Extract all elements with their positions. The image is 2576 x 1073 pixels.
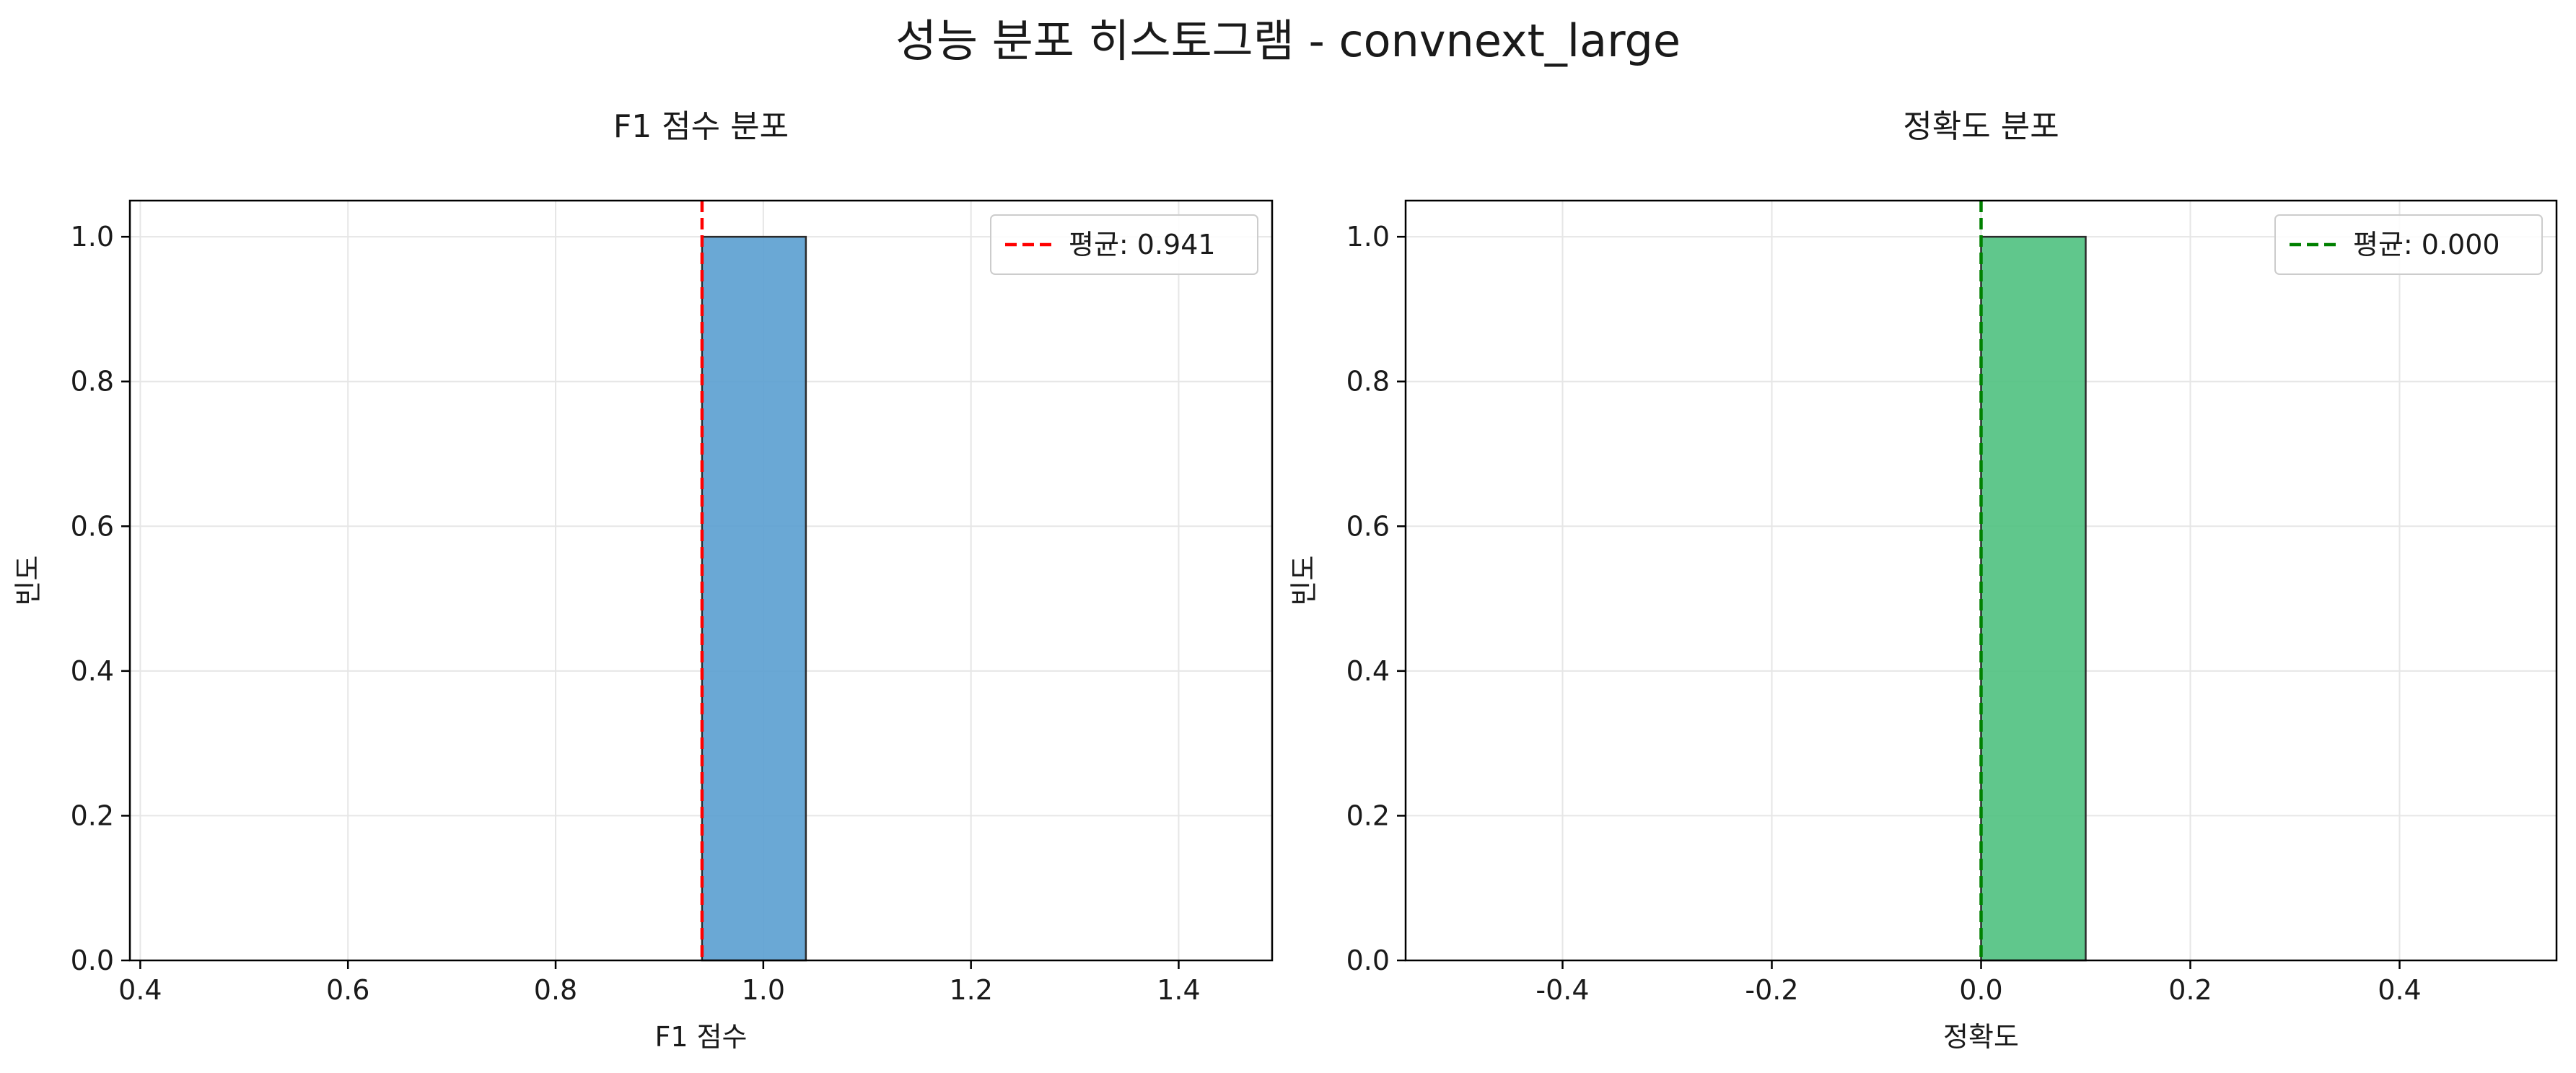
x-tick-label: 0.8 — [534, 974, 577, 1006]
x-tick-label: 0.4 — [118, 974, 162, 1006]
y-tick-label: 1.0 — [71, 221, 114, 253]
x-axis-label: 정확도 — [1943, 1021, 2019, 1053]
y-tick-label: 1.0 — [1346, 221, 1390, 253]
histogram-bar — [1980, 235, 2087, 962]
axes-frame — [128, 199, 1274, 962]
panel-title: 정확도 분포 — [1903, 108, 2059, 145]
x-tick-label: 1.2 — [949, 974, 992, 1006]
y-tick-label: 0.4 — [71, 655, 114, 687]
y-tick-label: 0.0 — [71, 945, 114, 976]
figure-suptitle: 성능 분포 히스토그램 - convnext_large — [895, 14, 1681, 67]
y-tick-label: 0.6 — [71, 510, 114, 542]
legend-box — [2274, 214, 2543, 275]
legend-box — [990, 214, 1258, 275]
x-tick-label: -0.4 — [1535, 974, 1589, 1006]
y-tick-label: 0.8 — [71, 366, 114, 398]
x-axis-label: F1 점수 — [654, 1021, 747, 1053]
x-tick-label: 0.6 — [326, 974, 369, 1006]
accuracy-histogram-panel: -0.4 -0.2 0.0 0.2 0.4 0.0 0.2 0.4 0.6 0.8 1.0 정확도 분… — [1288, 108, 2558, 1053]
x-tick-label: 0.0 — [1959, 974, 2002, 1006]
histogram-bar — [701, 235, 807, 962]
f1-histogram-panel: 0.4 0.6 0.8 1.0 1.2 1.4 0.0 0.2 0.4 0.6 0.8 1.0 F1 점… — [12, 108, 1274, 1053]
y-tick-label: 0.0 — [1346, 945, 1390, 976]
y-tick-label: 0.2 — [1346, 800, 1390, 831]
legend-label: 평균: 0.941 — [1069, 229, 1216, 260]
y-tick-label: 0.2 — [71, 800, 114, 831]
x-tick-label: 1.4 — [1157, 974, 1200, 1006]
panel-title: F1 점수 분포 — [613, 108, 789, 145]
y-tick-label: 0.6 — [1346, 510, 1390, 542]
y-tick-label: 0.4 — [1346, 655, 1390, 687]
x-tick-label: -0.2 — [1745, 974, 1798, 1006]
x-tick-label: 1.0 — [742, 974, 785, 1006]
y-axis-label: 빈도 — [1288, 556, 1320, 606]
x-tick-label: 0.4 — [2378, 974, 2421, 1006]
legend-label: 평균: 0.000 — [2353, 229, 2500, 260]
x-tick-label: 0.2 — [2168, 974, 2212, 1006]
y-tick-label: 0.8 — [1346, 366, 1390, 398]
y-axis-label: 빈도 — [12, 556, 44, 606]
